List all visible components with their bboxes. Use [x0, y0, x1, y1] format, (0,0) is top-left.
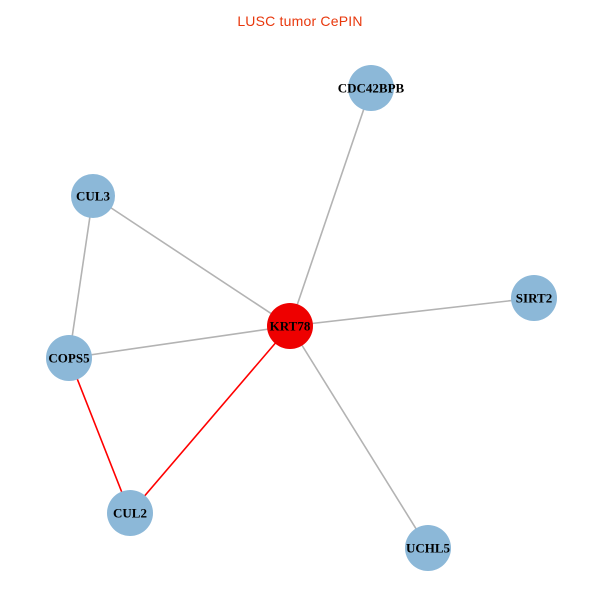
node-sirt2[interactable]: SIRT2 [511, 275, 557, 321]
node-cul2[interactable]: CUL2 [107, 490, 153, 536]
node-label-cops5: COPS5 [48, 351, 90, 366]
edge-layer [68, 87, 535, 549]
node-label-krt78: KRT78 [270, 319, 311, 334]
node-label-cul3: CUL3 [76, 189, 110, 204]
node-circle-cops5[interactable] [46, 335, 92, 381]
node-circle-uchl5[interactable] [405, 525, 451, 571]
node-label-cdc42bpb: CDC42BPB [338, 81, 405, 96]
node-layer: KRT78 CDC42BPB CUL3 SIRT2 COPS5 CUL2 UCHL5 [46, 65, 557, 571]
node-label-sirt2: SIRT2 [516, 291, 552, 306]
node-circle-krt78[interactable] [267, 303, 313, 349]
edge-krt78-cul3 [92, 195, 291, 327]
node-label-cul2: CUL2 [113, 506, 147, 521]
node-cdc42bpb[interactable]: CDC42BPB [338, 65, 405, 111]
node-uchl5[interactable]: UCHL5 [405, 525, 451, 571]
node-cops5[interactable]: COPS5 [46, 335, 92, 381]
node-label-uchl5: UCHL5 [406, 541, 451, 556]
node-circle-cul2[interactable] [107, 490, 153, 536]
edge-krt78-cops5 [68, 325, 291, 359]
node-circle-cdc42bpb[interactable] [348, 65, 394, 111]
edge-cops5-cul2 [68, 357, 131, 514]
node-circle-cul3[interactable] [71, 174, 115, 218]
edge-krt78-cul2 [129, 325, 291, 514]
edge-krt78-sirt2 [289, 297, 535, 327]
node-cul3[interactable]: CUL3 [71, 174, 115, 218]
edge-cul3-cops5 [68, 195, 94, 359]
edge-krt78-cdc42bpb [289, 87, 372, 327]
edge-krt78-uchl5 [289, 325, 429, 549]
node-circle-sirt2[interactable] [511, 275, 557, 321]
node-krt78[interactable]: KRT78 [267, 303, 313, 349]
